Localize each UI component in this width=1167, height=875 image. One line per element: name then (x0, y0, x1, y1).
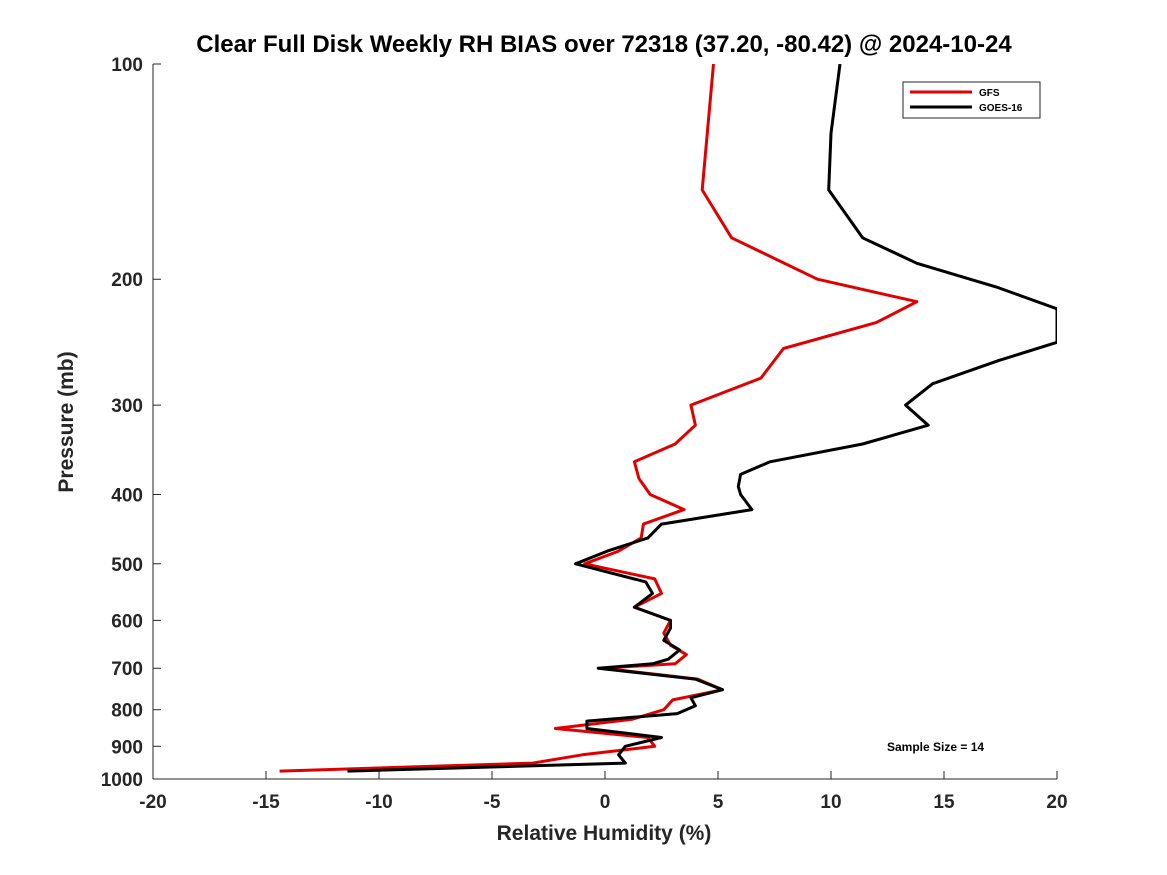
x-tick-label: -20 (139, 792, 166, 813)
y-tick-label: 100 (111, 55, 143, 76)
y-tick-label: 500 (111, 555, 143, 576)
series-line-goes16 (347, 64, 1057, 773)
x-tick-label: 0 (600, 792, 611, 813)
sample-size-annotation: Sample Size = 14 (887, 740, 984, 754)
series-line-gfs (279, 64, 919, 773)
chart-title: Clear Full Disk Weekly RH BIAS over 7231… (196, 31, 1012, 58)
legend-label-gfs: GFS (979, 88, 1000, 99)
x-tick-label: -10 (365, 792, 392, 813)
y-tick-label: 400 (111, 485, 143, 506)
x-tick-label: -15 (252, 792, 280, 813)
x-axis-label: Relative Humidity (%) (497, 822, 712, 845)
x-tick-label: -5 (484, 792, 501, 813)
y-axis-label: Pressure (mb) (55, 351, 78, 492)
x-tick-label: 20 (1046, 792, 1067, 813)
y-tick-label: 300 (111, 396, 143, 417)
y-tick-label: 200 (111, 270, 143, 291)
series-layer (279, 64, 1057, 773)
y-axis-ticks: 100 200 300 400 500 600 700 800 900 1000 (101, 55, 161, 791)
legend-box (902, 81, 1041, 119)
y-tick-label: 900 (111, 737, 143, 758)
legend-label-goes16: GOES-16 (979, 103, 1023, 114)
x-tick-label: 10 (820, 792, 841, 813)
y-tick-label: 600 (111, 611, 143, 632)
y-tick-label: 700 (111, 659, 143, 680)
legend[interactable]: GFS GOES-16 (902, 81, 1041, 119)
y-tick-label: 1000 (101, 770, 143, 791)
x-tick-label: 15 (933, 792, 955, 813)
x-axis-ticks: -20 -15 -10 -5 0 5 10 15 20 (139, 771, 1068, 813)
x-tick-label: 5 (713, 792, 724, 813)
y-tick-label: 800 (111, 701, 143, 722)
